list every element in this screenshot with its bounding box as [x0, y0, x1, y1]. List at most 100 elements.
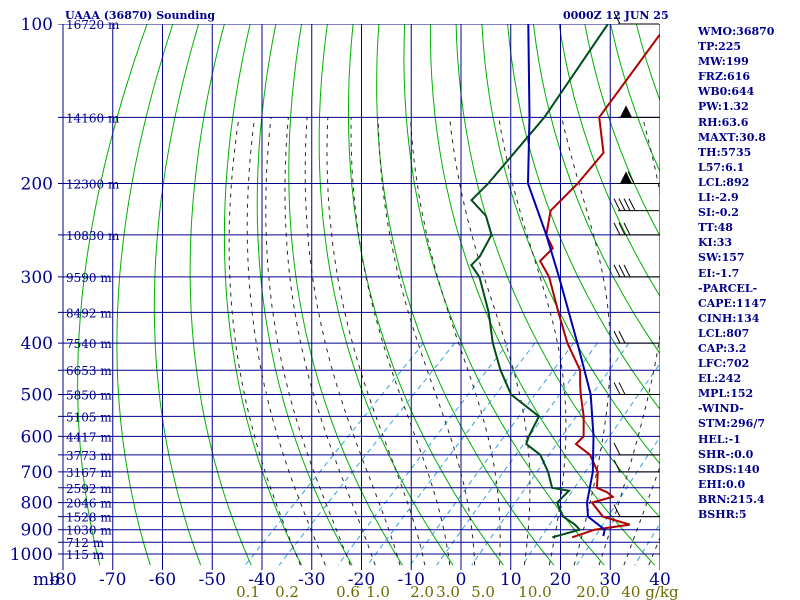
height-label: 2592 m [66, 482, 112, 496]
wind-barb-feather [618, 222, 626, 236]
wind-barb-feather [618, 330, 626, 344]
index-line: L57:6.1 [698, 160, 745, 174]
pressure-tick-label: 1000 [10, 545, 53, 565]
index-line: WB0:644 [698, 85, 755, 99]
dry-adiabat [153, 24, 202, 566]
pressure-tick-label: 100 [21, 15, 53, 35]
pressure-tick-label: 400 [21, 334, 53, 354]
temperature-tick-label: -10 [398, 570, 425, 590]
dry-adiabat [558, 24, 660, 298]
mixing-ratio-label: 2.0 [410, 583, 434, 600]
dry-adiabat [584, 24, 660, 238]
wind-barb-feather [613, 442, 621, 456]
dry-adiabat [116, 24, 174, 566]
temperature-tick-label: 10 [500, 570, 522, 590]
wind-barb-feather [623, 198, 631, 211]
height-label: 9590 m [66, 271, 112, 285]
index-line: EHI:0.0 [698, 477, 746, 491]
index-line: LFC:702 [698, 357, 750, 371]
index-line: BRN:215.4 [698, 492, 765, 506]
dry-adiabat [223, 24, 303, 566]
wind-barb-pennant [620, 171, 632, 184]
chart-title: UAAA (36870) Sounding [65, 9, 216, 22]
index-line: STM:296/7 [698, 417, 765, 431]
wind-barb-feather [613, 504, 621, 517]
parcel-profile [526, 24, 606, 537]
dry-adiabat [610, 24, 660, 173]
wind-barb-feather [623, 264, 631, 278]
temperature-tick-label: 0 [456, 570, 467, 590]
index-line: CINH:134 [698, 311, 760, 325]
height-label: 115 m [66, 548, 105, 562]
height-label: 7540 m [66, 337, 112, 351]
height-label: 16720 m [66, 18, 120, 32]
dry-adiabat [507, 24, 660, 411]
dry-adiabat [288, 24, 403, 566]
mixing-ratio-line [521, 362, 660, 566]
wind-barb-feather [613, 330, 621, 344]
pressure-tick-label: 900 [21, 521, 53, 541]
height-label: 14160 m [66, 111, 120, 125]
mixing-ratio-label: 10.0 [518, 583, 551, 600]
height-label: 1528 m [66, 511, 112, 525]
height-label: 12300 m [66, 178, 120, 192]
wind-barb-feather [618, 382, 626, 395]
mixing-ratio-line [367, 342, 536, 566]
moist-adiabat [326, 117, 426, 566]
dry-adiabat [376, 24, 555, 566]
wind-barb-feather [628, 198, 636, 211]
temperature-tick-label: -20 [348, 570, 375, 590]
mixing-ratio-label: 0.6 [336, 583, 360, 600]
dry-adiabat [347, 24, 504, 566]
moist-adiabat [304, 117, 401, 566]
mixing-ratio-line [244, 342, 425, 566]
temperature-tick-label: 30 [599, 570, 621, 590]
pressure-axis-label: mb [33, 570, 60, 590]
index-line: -PARCEL- [698, 281, 758, 295]
dry-adiabat [77, 24, 148, 566]
moist-adiabat [228, 117, 301, 566]
dry-adiabat [791, 24, 800, 565]
moist-adiabat [350, 117, 451, 566]
mixing-ratio-label: 1.0 [366, 583, 390, 600]
height-label: 5105 m [66, 410, 112, 424]
dry-adiabat [455, 24, 660, 519]
height-label: 6653 m [66, 364, 112, 378]
index-line: LI:-2.9 [698, 191, 739, 205]
index-line: SHR-:0.0 [698, 447, 754, 461]
pressure-tick-label: 600 [21, 427, 53, 447]
temperature-tick-label: -80 [49, 570, 76, 590]
index-line: SI:-0.2 [698, 206, 739, 220]
temperature-tick-label: -70 [99, 570, 126, 590]
stability-indices: WMO:36870 TP:225 MW:199 FRZ:616 WB0:644 PW:1.… [698, 24, 774, 522]
temperature-tick-label: -50 [199, 570, 226, 590]
index-line: TP:225 [698, 40, 742, 54]
temperature-tick-label: -30 [298, 570, 325, 590]
index-line: MPL:152 [698, 387, 754, 401]
index-line: MW:199 [698, 55, 749, 69]
mixing-ratio-label: 0.1 [236, 583, 260, 600]
index-line: TH:5735 [698, 145, 752, 159]
height-label: 1030 m [66, 524, 112, 538]
wind-barb-feather [618, 198, 626, 211]
mixing-ratio-line [471, 342, 630, 566]
wind-barb-feather [618, 264, 626, 278]
temperature-tick-label: 20 [550, 570, 572, 590]
index-line: LCL:807 [698, 326, 750, 340]
mixing-ratio-line [634, 522, 660, 566]
wind-barb-feather [623, 222, 631, 236]
wind-barb-feather [627, 171, 635, 184]
index-line: CAP:3.2 [698, 341, 747, 355]
height-label: 4417 m [66, 430, 112, 444]
pressure-tick-label: 300 [21, 268, 53, 288]
temperature-profile [538, 32, 660, 539]
mixing-ratio-label: 0.2 [275, 583, 299, 600]
wind-barb-feather [613, 264, 621, 278]
mixing-ratio-line [436, 342, 598, 566]
index-line: -WIND- [698, 402, 744, 416]
dry-adiabat [532, 24, 660, 355]
index-line: KI:33 [698, 236, 733, 250]
pressure-tick-label: 800 [21, 494, 53, 514]
dry-adiabat [403, 24, 605, 566]
